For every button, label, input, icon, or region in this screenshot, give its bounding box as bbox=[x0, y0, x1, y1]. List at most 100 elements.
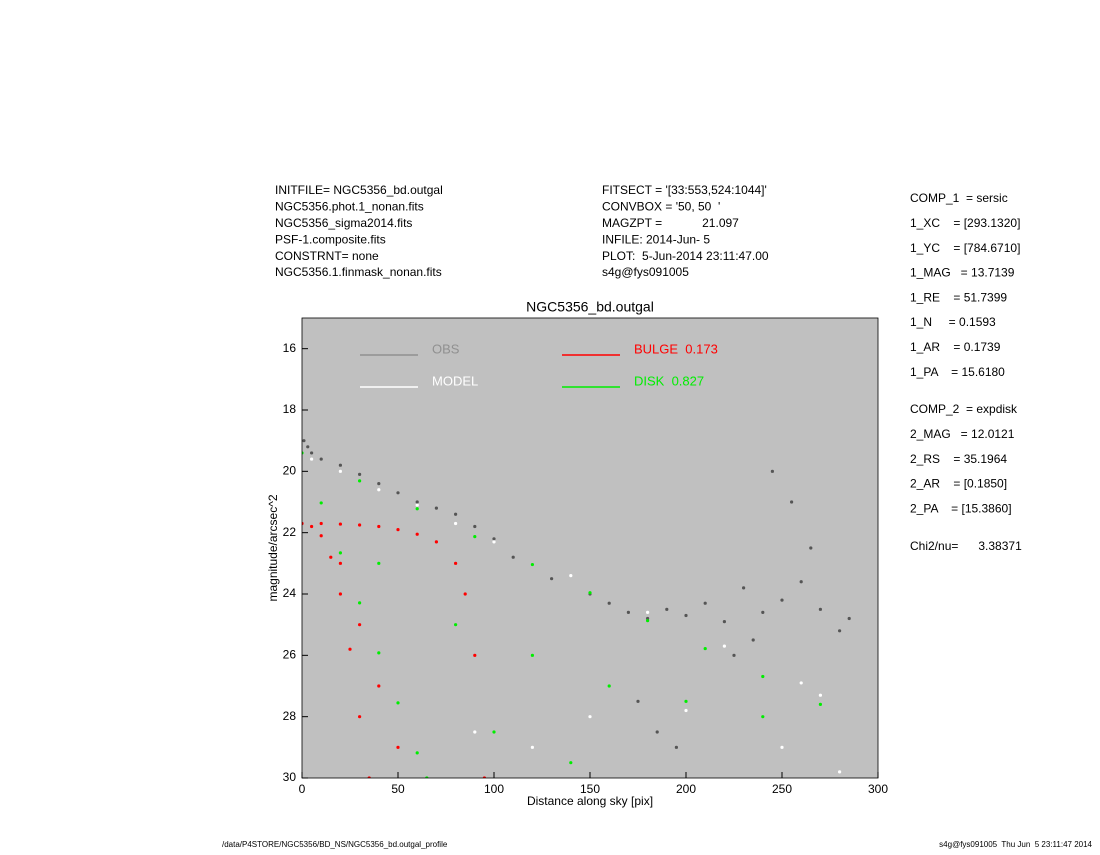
point bbox=[434, 540, 438, 544]
param-line: 1_N = 0.1593 bbox=[910, 315, 996, 329]
point bbox=[377, 488, 381, 492]
point bbox=[818, 693, 823, 697]
point bbox=[415, 751, 419, 755]
point bbox=[310, 451, 314, 455]
point bbox=[818, 607, 823, 611]
header-middle-line: PLOT: 5-Jun-2014 23:11:47.00 bbox=[602, 249, 769, 263]
header-left-line: INITFILE= NGC5356_bd.outgal bbox=[275, 183, 443, 197]
point bbox=[588, 591, 592, 595]
point bbox=[492, 730, 496, 734]
header-left-line: PSF-1.composite.fits bbox=[275, 232, 386, 246]
point bbox=[799, 580, 803, 584]
point bbox=[473, 524, 477, 529]
point bbox=[396, 701, 400, 705]
point bbox=[473, 535, 477, 539]
point bbox=[358, 472, 362, 476]
point bbox=[809, 546, 813, 550]
param-line: 1_YC = [784.6710] bbox=[910, 241, 1020, 255]
point bbox=[684, 699, 688, 703]
point bbox=[377, 651, 381, 655]
point bbox=[473, 653, 477, 657]
point bbox=[396, 745, 400, 749]
point bbox=[358, 601, 362, 605]
param-line: 2_RS = 35.1964 bbox=[910, 452, 1007, 466]
point bbox=[838, 770, 842, 774]
param-line: 2_PA = [15.3860] bbox=[910, 501, 1012, 515]
header-left-line: CONSTRNT= none bbox=[275, 249, 379, 263]
point bbox=[684, 613, 688, 618]
chi-square: Chi2/nu= 3.38371 bbox=[910, 539, 1022, 553]
y-tick-label: 26 bbox=[283, 648, 297, 662]
point bbox=[348, 647, 352, 651]
point bbox=[674, 745, 679, 749]
point bbox=[302, 439, 306, 443]
y-tick-label: 30 bbox=[283, 770, 297, 784]
legend-label: OBS bbox=[432, 341, 460, 356]
point bbox=[770, 469, 775, 473]
legend-label: DISK 0.827 bbox=[634, 373, 704, 388]
point bbox=[665, 607, 669, 611]
footer-right: s4g@fys091005 Thu Jun 5 23:11:47 2014 bbox=[939, 840, 1092, 849]
point bbox=[358, 715, 362, 719]
point bbox=[780, 598, 784, 602]
point bbox=[790, 500, 794, 504]
point bbox=[607, 684, 611, 688]
y-tick-label: 22 bbox=[283, 525, 297, 539]
point bbox=[511, 555, 515, 559]
point bbox=[415, 507, 419, 511]
point bbox=[310, 524, 314, 529]
y-tick-label: 20 bbox=[283, 464, 297, 478]
point bbox=[454, 521, 458, 526]
point bbox=[799, 681, 803, 685]
point bbox=[530, 562, 535, 567]
point bbox=[761, 610, 765, 615]
point bbox=[319, 521, 323, 526]
point bbox=[473, 730, 477, 734]
point bbox=[761, 674, 765, 679]
point bbox=[338, 463, 342, 467]
point bbox=[377, 561, 381, 565]
point bbox=[463, 592, 467, 596]
x-tick-label: 100 bbox=[484, 782, 504, 796]
x-tick-label: 150 bbox=[580, 782, 600, 796]
y-axis-label: magnitude/arcsec^2 bbox=[266, 494, 280, 601]
point bbox=[492, 540, 496, 544]
point bbox=[780, 745, 784, 749]
point bbox=[415, 500, 419, 504]
point bbox=[454, 512, 458, 516]
point bbox=[722, 644, 727, 648]
point bbox=[338, 522, 342, 526]
param-line: 1_RE = 51.7399 bbox=[910, 290, 1007, 304]
header-middle-line: MAGZPT = 21.097 bbox=[602, 216, 739, 230]
point bbox=[358, 523, 362, 527]
header-middle-line: s4g@fys091005 bbox=[602, 265, 689, 279]
param-line: COMP_1 = sersic bbox=[910, 191, 1008, 205]
point bbox=[742, 586, 746, 590]
point bbox=[338, 592, 342, 596]
point bbox=[588, 715, 592, 719]
param-line: 2_AR = [0.1850] bbox=[910, 477, 1007, 491]
y-tick-label: 18 bbox=[283, 402, 297, 416]
param-line: COMP_2 = expdisk bbox=[910, 402, 1018, 416]
point bbox=[569, 761, 573, 765]
param-line: 1_PA = 15.6180 bbox=[910, 365, 1005, 379]
x-tick-label: 50 bbox=[391, 782, 405, 796]
point bbox=[838, 629, 842, 633]
point bbox=[655, 730, 659, 734]
legend-label: MODEL bbox=[432, 373, 478, 388]
x-tick-label: 200 bbox=[676, 782, 696, 796]
point bbox=[646, 610, 650, 615]
point bbox=[626, 610, 631, 615]
point bbox=[338, 469, 342, 473]
point bbox=[338, 561, 342, 565]
point bbox=[454, 561, 458, 565]
point bbox=[703, 601, 707, 605]
footer-left: /data/P4STORE/NGC5356/BD_NS/NGC5356_bd.o… bbox=[222, 840, 448, 849]
point bbox=[358, 479, 362, 483]
point bbox=[818, 702, 823, 707]
point bbox=[415, 503, 419, 507]
point bbox=[732, 653, 736, 657]
point bbox=[319, 501, 323, 505]
point bbox=[607, 601, 611, 605]
